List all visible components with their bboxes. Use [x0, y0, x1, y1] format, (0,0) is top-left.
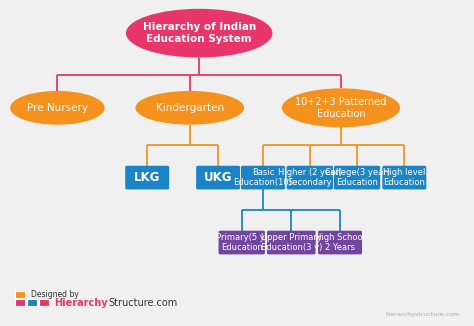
Text: Structure.com: Structure.com	[109, 298, 178, 308]
Text: Designed by: Designed by	[31, 289, 79, 299]
Bar	[15, 299, 25, 306]
Ellipse shape	[282, 88, 400, 127]
FancyBboxPatch shape	[125, 166, 169, 189]
Text: Basic
Education(10): Basic Education(10)	[234, 168, 292, 187]
Text: Hierarchy of Indian
Education System: Hierarchy of Indian Education System	[143, 22, 256, 44]
Ellipse shape	[136, 91, 244, 125]
Text: High level
Education: High level Education	[383, 168, 426, 187]
FancyBboxPatch shape	[334, 166, 380, 189]
Text: 10+2+3 Patterned
Education: 10+2+3 Patterned Education	[295, 97, 387, 119]
Text: LKG: LKG	[134, 171, 160, 184]
FancyBboxPatch shape	[287, 166, 333, 189]
Text: Primary(5 y)
Education: Primary(5 y) Education	[216, 233, 268, 252]
Text: Upper Primary
Education(3 y): Upper Primary Education(3 y)	[261, 233, 322, 252]
Bar	[15, 290, 25, 298]
Bar	[38, 299, 49, 306]
FancyBboxPatch shape	[241, 166, 285, 189]
Text: High School
2 Years: High School 2 Years	[315, 233, 365, 252]
Text: Higher (2 year)
Secondary: Higher (2 year) Secondary	[278, 168, 342, 187]
FancyBboxPatch shape	[267, 231, 316, 254]
Text: Kindergarten: Kindergarten	[155, 103, 224, 113]
Text: UKG: UKG	[204, 171, 232, 184]
Ellipse shape	[10, 91, 105, 125]
FancyBboxPatch shape	[318, 231, 362, 254]
Text: Pre Nursery: Pre Nursery	[27, 103, 88, 113]
Text: Hierarchy: Hierarchy	[54, 298, 108, 308]
Ellipse shape	[126, 9, 273, 57]
Text: College(3 year)
Education: College(3 year) Education	[325, 168, 390, 187]
Bar	[27, 299, 37, 306]
FancyBboxPatch shape	[196, 166, 240, 189]
Text: hierarchystructure.com: hierarchystructure.com	[385, 312, 459, 317]
FancyBboxPatch shape	[383, 166, 426, 189]
FancyBboxPatch shape	[219, 231, 265, 254]
